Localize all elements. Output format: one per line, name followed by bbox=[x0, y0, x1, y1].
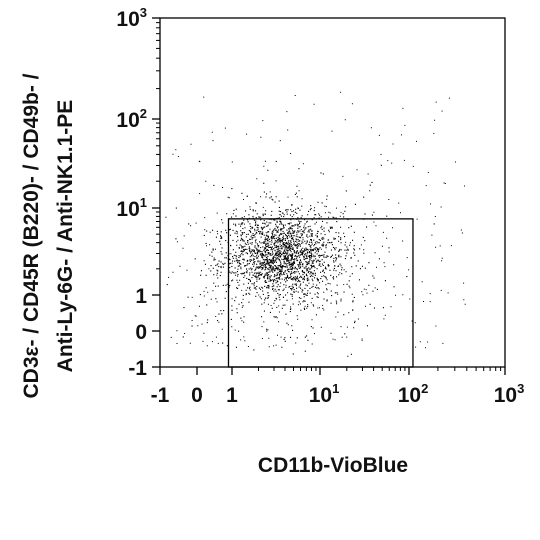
y-tick-labels: -1 0 1 101 102 103 bbox=[116, 5, 147, 380]
y-tick-label: 0 bbox=[135, 321, 147, 344]
x-tick-label: 101 bbox=[309, 381, 340, 407]
y-axis-ticks bbox=[152, 17, 160, 368]
y-axis-title-line-1: CD3ε- / CD45R (B220)- / CD49b- / bbox=[20, 73, 43, 398]
x-tick-label: 102 bbox=[398, 381, 429, 407]
y-tick-label: 1 bbox=[135, 285, 147, 308]
x-tick-labels: -1 0 1 101 102 103 bbox=[151, 381, 525, 407]
x-tick-label: 0 bbox=[191, 384, 203, 407]
y-axis-title-line-2: Anti-Ly-6G- / Anti-NK1.1-PE bbox=[54, 100, 77, 373]
event-dots bbox=[165, 91, 466, 357]
gate-rectangle bbox=[227, 218, 414, 368]
y-tick-label: 101 bbox=[116, 195, 147, 221]
x-tick-label: -1 bbox=[151, 384, 170, 407]
plot-frame bbox=[159, 17, 506, 368]
x-tick-label: 1 bbox=[226, 384, 238, 407]
x-axis-title: CD11b-VioBlue bbox=[258, 454, 408, 477]
x-axis-ticks bbox=[159, 367, 506, 375]
y-tick-label: 103 bbox=[116, 5, 147, 31]
y-tick-label: 102 bbox=[116, 106, 147, 132]
y-tick-label: -1 bbox=[128, 357, 147, 380]
x-tick-label: 103 bbox=[494, 381, 525, 407]
event-dot-cloud bbox=[165, 91, 466, 357]
